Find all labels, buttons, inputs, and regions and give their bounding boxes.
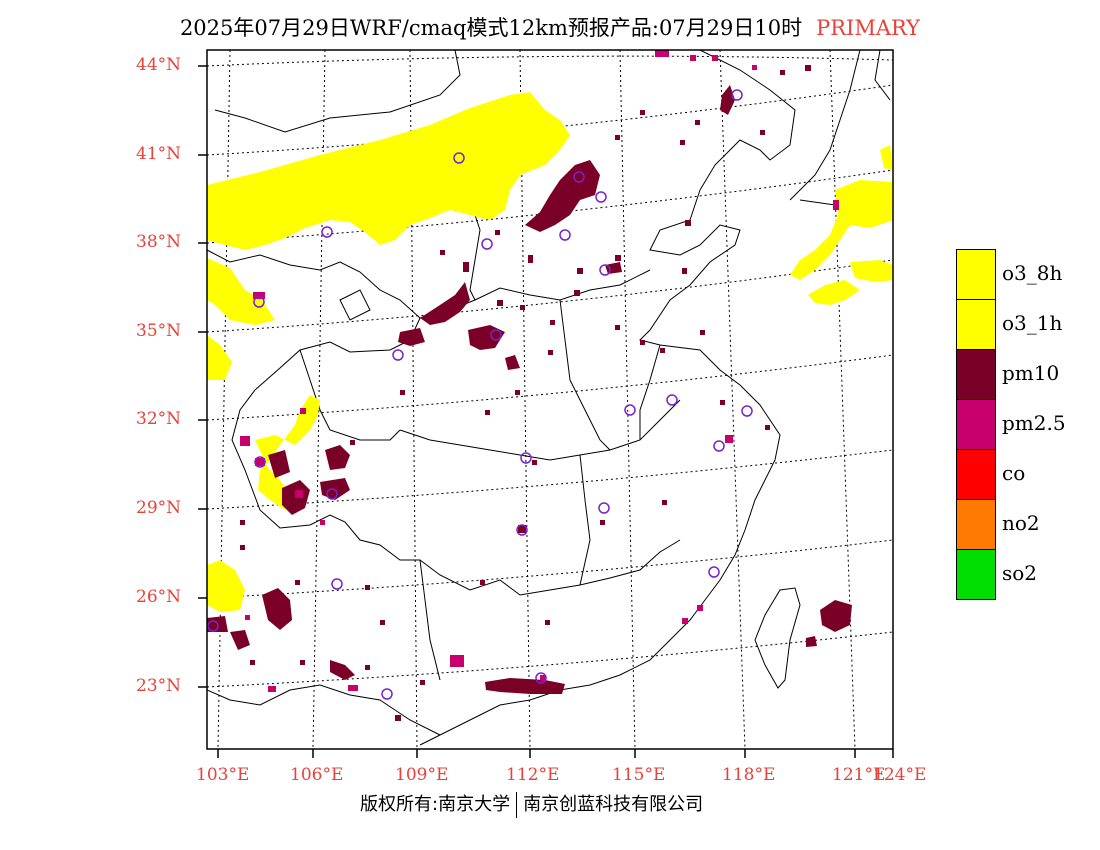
legend-swatch bbox=[956, 349, 996, 400]
axis-ticks bbox=[198, 65, 894, 758]
legend-label: pm10 bbox=[1002, 361, 1060, 385]
lat-label-41: 41°N bbox=[136, 144, 182, 164]
title-main: 2025年07月29日WRF/cmaq模式12km预报产品:07月29日10时 bbox=[179, 16, 803, 40]
copyright-right: 南京创蓝科技有限公司 bbox=[523, 794, 704, 815]
legend-swatch bbox=[956, 499, 996, 550]
lon-label-106: 106°E bbox=[290, 765, 344, 785]
legend-label: pm2.5 bbox=[1002, 411, 1066, 435]
lon-label-118: 118°E bbox=[722, 765, 776, 785]
lon-label-115: 115°E bbox=[612, 765, 666, 785]
pm25-pixels bbox=[240, 50, 839, 692]
legend-label: so2 bbox=[1002, 561, 1038, 585]
lat-label-26: 26°N bbox=[136, 587, 182, 607]
lat-label-44: 44°N bbox=[136, 55, 182, 75]
lon-label-112: 112°E bbox=[506, 765, 560, 785]
lon-label-109: 109°E bbox=[395, 765, 449, 785]
map-border bbox=[206, 49, 894, 750]
legend-label: o3_8h bbox=[1002, 261, 1063, 285]
lat-label-35: 35°N bbox=[136, 321, 182, 341]
boundaries bbox=[207, 50, 893, 746]
title-primary-tag: PRIMARY bbox=[816, 16, 921, 40]
legend-label: o3_1h bbox=[1002, 311, 1063, 335]
lon-label-121: 121°E bbox=[832, 765, 886, 785]
pm10-pixels bbox=[240, 65, 811, 721]
map-content bbox=[207, 50, 893, 749]
lon-label-124: 124°E bbox=[873, 765, 927, 785]
footer-divider bbox=[516, 792, 518, 818]
lat-label-38: 38°N bbox=[136, 232, 182, 252]
legend-label: co bbox=[1002, 461, 1026, 485]
lat-label-29: 29°N bbox=[136, 498, 182, 518]
legend-label: no2 bbox=[1002, 511, 1040, 535]
lat-label-32: 32°N bbox=[136, 409, 182, 429]
lat-label-23: 23°N bbox=[136, 676, 182, 696]
lon-label-103: 103°E bbox=[196, 765, 250, 785]
pm10-regions bbox=[207, 85, 852, 694]
legend-swatch bbox=[956, 299, 996, 350]
legend-swatch bbox=[956, 549, 996, 600]
copyright-left: 版权所有:南京大学 bbox=[360, 794, 511, 815]
map-title: 2025年07月29日WRF/cmaq模式12km预报产品:07月29日10时 P… bbox=[0, 12, 1100, 42]
copyright-footer: 版权所有:南京大学 南京创蓝科技有限公司 bbox=[360, 790, 703, 818]
legend-swatch bbox=[956, 399, 996, 450]
station-markers bbox=[207, 89, 753, 700]
o3-regions bbox=[207, 92, 893, 612]
legend-swatch bbox=[956, 249, 996, 300]
legend-swatch bbox=[956, 449, 996, 500]
